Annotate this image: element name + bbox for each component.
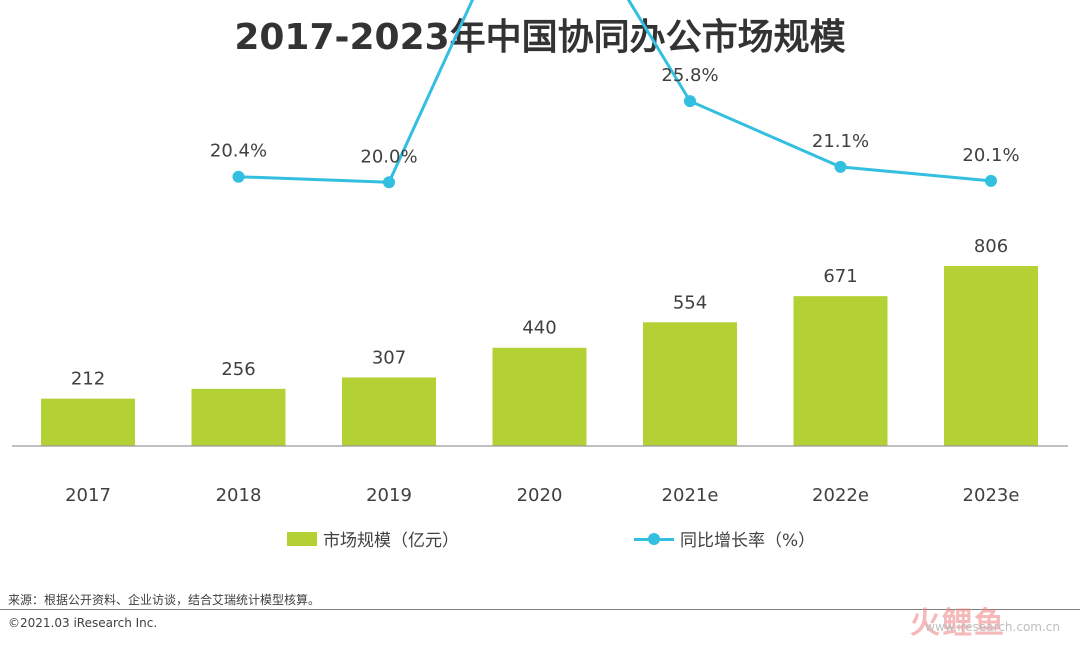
growth-point <box>684 95 696 108</box>
bar <box>944 266 1038 446</box>
growth-value-label: 21.1% <box>812 131 869 152</box>
growth-value-label: 20.4% <box>210 141 267 162</box>
bar-value-label: 307 <box>372 347 406 368</box>
growth-value-label: 25.8% <box>661 65 718 86</box>
x-tick-label: 2022e <box>812 485 869 506</box>
bar <box>191 388 286 446</box>
growth-point <box>985 174 997 187</box>
legend-line-swatch <box>634 532 674 546</box>
bar-value-label: 554 <box>673 292 707 313</box>
growth-point <box>383 176 395 189</box>
x-tick-label: 2017 <box>65 485 111 506</box>
legend-label-line: 同比增长率（%） <box>680 531 816 551</box>
footer-divider <box>0 609 1080 610</box>
legend-item-bar: 市场规模（亿元） <box>287 526 459 551</box>
legend: 市场规模（亿元） 同比增长率（%） <box>0 526 1080 551</box>
growth-value-label: 20.0% <box>360 146 417 167</box>
growth-line <box>238 0 992 184</box>
x-tick-label: 2020 <box>517 485 563 506</box>
copyright: ©2021.03 iResearch Inc. <box>8 616 158 630</box>
x-tick-label: 2018 <box>216 485 262 506</box>
chart-area: 212 2017 256 2018 307 2019 440 2020 554 2021e 671 2… <box>12 0 1068 506</box>
watermark-url: www.iresearch.com.cn <box>925 620 1060 634</box>
bar <box>342 377 436 446</box>
bar-value-label: 256 <box>221 359 255 380</box>
x-tick-label: 2019 <box>366 485 412 506</box>
growth-point <box>834 160 847 173</box>
bar-value-label: 212 <box>71 369 105 390</box>
watermark-logo: 火鲤鱼 www.iresearch.com.cn <box>910 598 1060 641</box>
bar <box>492 347 587 446</box>
x-tick-label: 2023e <box>963 485 1020 506</box>
legend-bar-swatch <box>287 531 317 546</box>
legend-label-bar: 市场规模（亿元） <box>323 531 459 551</box>
bar <box>643 322 737 446</box>
watermark-mark: 火鲤鱼 <box>910 606 1006 641</box>
x-tick-label: 2021e <box>662 485 719 506</box>
bar <box>793 296 888 446</box>
source-note: 来源：根据公开资料、企业访谈，结合艾瑞统计模型核算。 <box>8 593 321 607</box>
growth-point <box>232 170 245 183</box>
growth-value-label: 20.1% <box>962 145 1019 166</box>
bar <box>41 398 135 446</box>
bar-value-label: 806 <box>974 236 1008 257</box>
chart-title: 2017-2023年中国协同办公市场规模 <box>234 17 846 58</box>
bar-value-label: 671 <box>823 266 857 287</box>
bar-value-label: 440 <box>522 318 556 339</box>
legend-item-line: 同比增长率（%） <box>634 526 815 551</box>
